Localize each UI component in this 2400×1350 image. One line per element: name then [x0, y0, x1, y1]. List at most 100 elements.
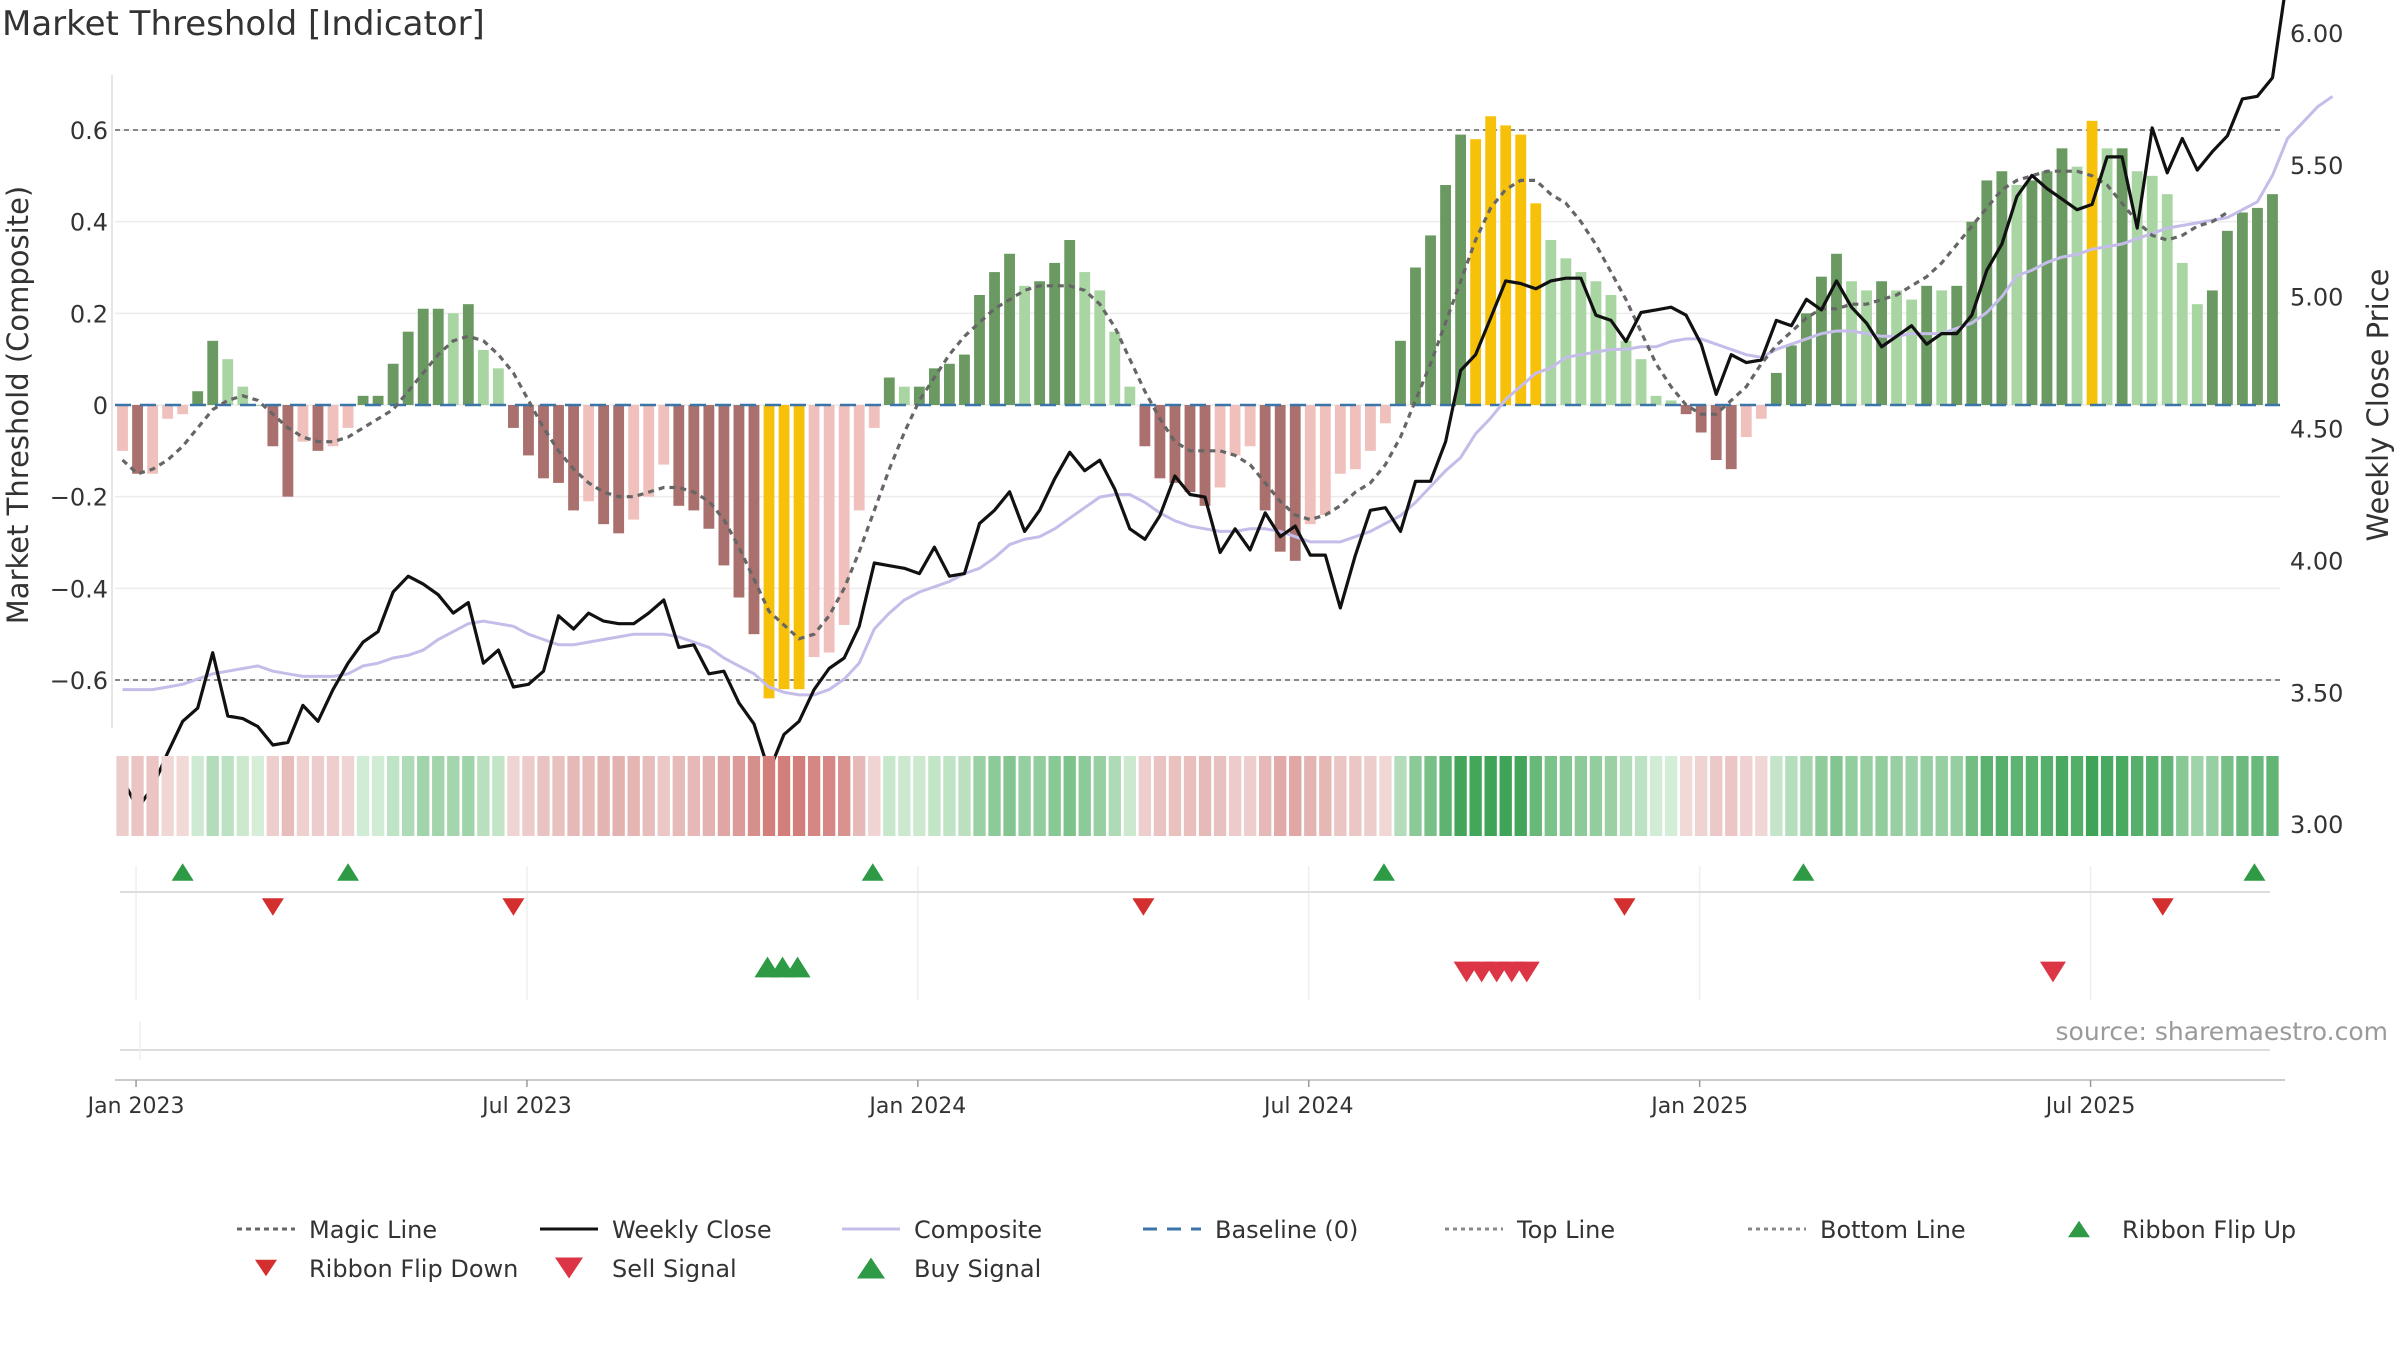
ribbon-cell — [116, 756, 129, 836]
ribbon-cell — [1920, 756, 1933, 836]
composite-bar — [1545, 240, 1557, 405]
composite-bar — [192, 391, 204, 405]
ribbon-cell — [2100, 756, 2114, 836]
y2-tick-label: 3.00 — [2290, 811, 2343, 839]
composite-bar — [1004, 253, 1015, 405]
legend-item: Composite — [842, 1216, 1042, 1244]
composite-bar — [1755, 405, 1767, 419]
composite-bar — [1635, 359, 1647, 405]
ribbon-cell — [1138, 756, 1152, 836]
composite-bar — [2101, 148, 2113, 406]
composite-bar — [462, 304, 474, 405]
composite-bar — [1951, 285, 1963, 405]
legend-item: Buy Signal — [857, 1255, 1041, 1283]
legend-item: Sell Signal — [555, 1255, 737, 1283]
composite-bar — [1410, 267, 1421, 405]
ribbon-cell — [642, 756, 655, 836]
ribbon-cell — [732, 756, 746, 836]
composite-bar — [1139, 405, 1151, 447]
composite-bar — [658, 405, 670, 465]
composite-bar — [2071, 166, 2083, 405]
composite-bar — [1349, 405, 1361, 470]
ribbon-cell — [1394, 756, 1407, 836]
composite-bar — [2086, 120, 2098, 405]
ribbon-cell — [1935, 756, 1948, 836]
ribbon-cell — [356, 756, 370, 836]
composite-bar — [492, 368, 504, 405]
composite-bar — [1485, 116, 1497, 405]
y-tick-label: 0.6 — [70, 117, 108, 145]
y-axis-label: Market Threshold (Composite) — [1, 186, 35, 624]
ribbon-cell — [807, 756, 821, 836]
ribbon-cell — [1228, 756, 1242, 836]
ribbon-cell — [612, 756, 625, 836]
composite-bar — [1395, 340, 1406, 405]
ribbon-cell — [1710, 756, 1723, 836]
ribbon-cell — [326, 756, 340, 836]
ribbon-cell — [2115, 756, 2129, 836]
ribbon-cell — [1770, 756, 1783, 836]
ribbon-cell — [2085, 756, 2099, 836]
composite-bar — [1079, 272, 1091, 405]
composite-bar — [1274, 405, 1286, 552]
ribbon-flip-up-marker — [861, 863, 884, 881]
ribbon-cell — [2191, 756, 2204, 836]
ribbon-cell — [402, 756, 415, 836]
ribbon-cell — [1198, 756, 1212, 836]
y2-axis-label: Weekly Close Price — [2361, 269, 2395, 542]
composite-bar — [1154, 405, 1166, 479]
composite-bar — [1695, 405, 1707, 433]
composite-bar — [1725, 405, 1737, 470]
composite-bar — [748, 405, 760, 635]
ribbon-cell — [146, 756, 159, 836]
composite-bar — [207, 340, 219, 405]
ribbon-flip-down-marker — [261, 898, 284, 916]
ribbon-cell — [492, 756, 505, 836]
composite-bar — [913, 386, 925, 405]
composite-bar — [2206, 290, 2218, 405]
ribbon-cell — [2266, 756, 2279, 836]
composite-bar — [643, 405, 655, 497]
composite-bar — [793, 405, 805, 690]
ribbon-flip-up-marker — [171, 863, 194, 881]
signals-panel: source: sharemaestro.com — [120, 863, 2388, 1060]
ribbon-cell — [2221, 756, 2234, 836]
ribbon-cell — [251, 756, 264, 836]
composite-bar — [1425, 235, 1436, 405]
ribbon-cell — [447, 756, 460, 836]
y2-tick-label: 4.00 — [2290, 547, 2343, 575]
composite-bar — [1259, 405, 1271, 511]
ribbon-cell — [176, 756, 189, 836]
y-tick-label: 0.4 — [70, 209, 108, 237]
ribbon-cell — [1379, 756, 1392, 836]
ribbon-cell — [1905, 756, 1918, 836]
composite-bar — [1304, 405, 1316, 525]
composite-bar — [2146, 175, 2158, 405]
ribbon-cell — [1664, 756, 1678, 836]
ribbon-cell — [2176, 756, 2189, 836]
composite-bar — [898, 386, 910, 405]
legend-swatch — [255, 1259, 277, 1277]
ribbon-cell — [1544, 756, 1557, 836]
composite-bar — [868, 405, 880, 428]
ribbon-cell — [341, 756, 355, 836]
ribbon-flip-up-marker — [2243, 863, 2266, 881]
composite-bar — [1124, 386, 1136, 405]
legend-swatch — [857, 1257, 885, 1279]
composite-bar — [823, 405, 835, 653]
legend-label: Buy Signal — [914, 1255, 1041, 1283]
ribbon-cell — [988, 756, 1001, 836]
composite-bar — [447, 313, 459, 405]
ribbon-cell — [762, 756, 776, 836]
ribbon-cell — [131, 756, 144, 836]
y-tick-label: 0.2 — [70, 300, 108, 328]
ribbon-cell — [1078, 756, 1091, 836]
ribbon-cell — [853, 756, 866, 836]
ribbon-cell — [371, 756, 385, 836]
ribbon-cell — [1334, 756, 1347, 836]
composite-bar — [1981, 180, 1993, 405]
composite-bar — [132, 405, 143, 474]
x-tick-label: Jul 2024 — [1262, 1094, 1354, 1119]
legend-item: Top Line — [1445, 1216, 1615, 1244]
